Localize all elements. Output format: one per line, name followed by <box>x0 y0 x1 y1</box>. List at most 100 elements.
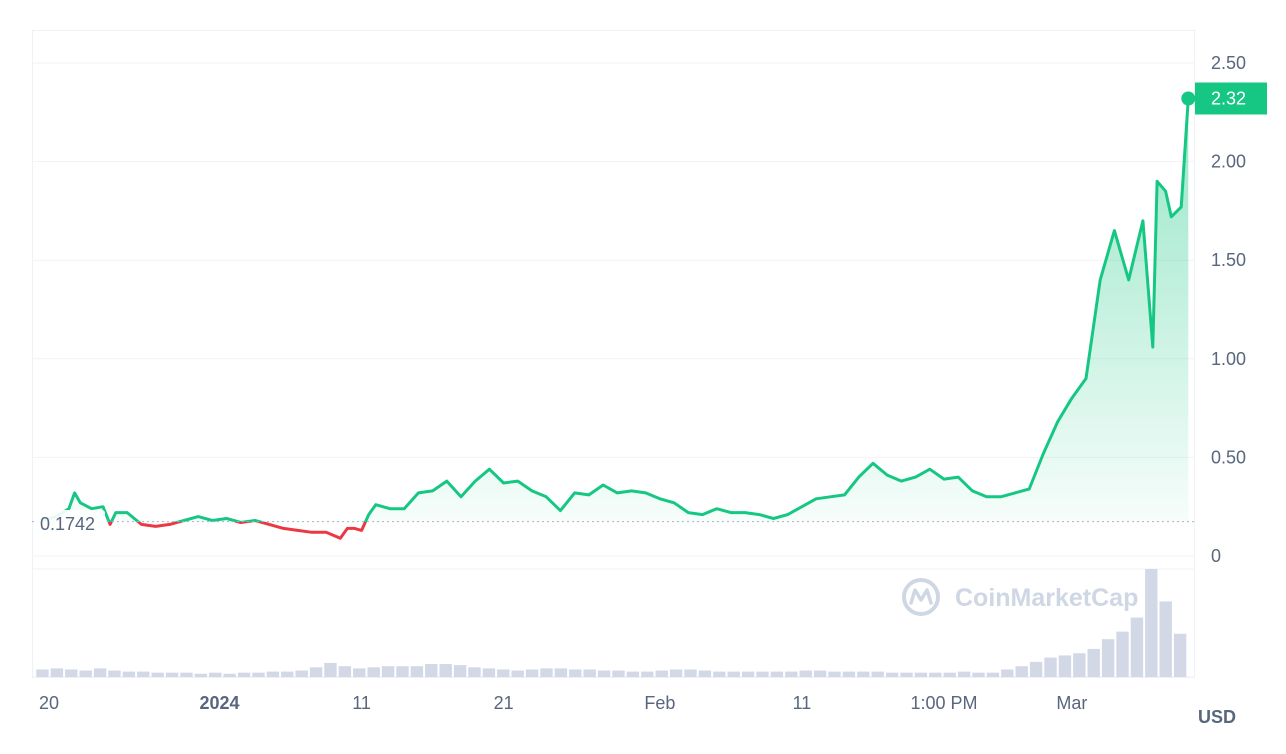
volume-bar <box>1044 657 1057 677</box>
volume-bar <box>957 671 971 677</box>
volume-bar <box>425 664 438 677</box>
x-axis: 20 2024 11 21 Feb 11 1:00 PM Mar <box>39 693 1087 713</box>
volume-bar <box>943 672 956 677</box>
volume-bar <box>237 672 251 677</box>
y-tick-label: 1.50 <box>1211 250 1246 270</box>
watermark: CoinMarketCap <box>902 578 1138 616</box>
price-line-up <box>41 98 1190 522</box>
volume-bar <box>511 670 524 677</box>
watermark-text: CoinMarketCap <box>955 584 1138 612</box>
last-price-value: 2.32 <box>1211 88 1246 108</box>
volume-bar <box>266 671 280 677</box>
volume-bar <box>165 672 179 677</box>
volume-bar <box>1058 655 1072 677</box>
y-axis: 0 0.50 1.00 1.50 2.00 2.50 <box>1211 53 1246 566</box>
volume-bar <box>1015 666 1028 677</box>
volume-bar <box>626 671 640 677</box>
volume-bar <box>540 668 553 677</box>
open-price-label: 0.1742 <box>37 510 105 536</box>
x-tick-label: 20 <box>39 693 59 713</box>
volume-bar <box>986 672 1000 677</box>
volume-bar <box>1116 631 1129 677</box>
volume-bar <box>108 670 121 677</box>
volume-bar <box>36 669 49 677</box>
volume-bar <box>453 665 467 677</box>
volume-bar <box>554 668 568 677</box>
volume-bar <box>367 667 380 677</box>
volume-bar <box>309 667 323 677</box>
volume-bar <box>756 671 769 677</box>
volume-bar <box>799 670 812 677</box>
y-tick-label: 2.00 <box>1211 152 1246 172</box>
volume-bar <box>468 667 481 677</box>
volume-bar <box>655 670 668 677</box>
volume-bar <box>871 671 884 677</box>
volume-bar <box>1029 661 1043 677</box>
volume-bar <box>79 670 92 677</box>
gridlines <box>32 62 1194 678</box>
volume-bar <box>439 664 452 677</box>
volume-bar <box>252 672 265 677</box>
volume-bar <box>1087 648 1100 677</box>
volume-bar <box>698 670 712 677</box>
volume-bar <box>885 672 899 677</box>
volume-bar <box>353 668 366 677</box>
y-tick-label: 2.50 <box>1211 53 1246 73</box>
last-price-dot <box>1181 91 1196 106</box>
volume-bar <box>180 672 193 677</box>
volume-bar <box>410 666 424 677</box>
x-tick-label: 2024 <box>199 693 239 713</box>
x-tick-label: 21 <box>494 693 514 713</box>
open-price-value: 0.1742 <box>40 514 95 534</box>
volume-bar <box>497 669 510 677</box>
volume-bar <box>525 669 539 677</box>
volume-bar <box>842 671 856 677</box>
y-tick-label: 1.00 <box>1211 349 1246 369</box>
volume-bar <box>597 670 611 677</box>
volume-bar <box>857 671 870 677</box>
volume-bar <box>223 673 236 677</box>
volume-bar <box>785 671 798 677</box>
volume-bar <box>151 672 164 677</box>
volume-bar <box>338 666 352 677</box>
volume-bar <box>1001 669 1014 677</box>
volume-bar <box>583 669 596 677</box>
volume-bar <box>929 672 942 677</box>
volume-bar <box>295 670 308 677</box>
volume-bars <box>36 569 1187 677</box>
x-tick-label: 1:00 PM <box>910 693 977 713</box>
y-tick-label: 0 <box>1211 546 1221 566</box>
x-tick-label: Mar <box>1056 693 1087 713</box>
x-tick-label: 11 <box>793 693 812 713</box>
volume-bar <box>1101 639 1115 677</box>
volume-bar <box>324 662 337 677</box>
volume-bar <box>713 671 726 677</box>
volume-bar <box>281 671 294 677</box>
volume-bar <box>770 671 784 677</box>
currency-label: USD <box>1198 707 1236 727</box>
volume-bar <box>727 671 740 677</box>
volume-bar <box>684 669 697 677</box>
y-tick-label: 0.50 <box>1211 447 1246 467</box>
volume-bar <box>137 671 150 677</box>
volume-bar <box>50 668 64 677</box>
price-area-fill <box>41 98 1189 522</box>
volume-bar <box>669 669 683 677</box>
volume-bar <box>972 672 985 677</box>
volume-bar <box>1159 601 1172 677</box>
volume-bar <box>1145 569 1158 677</box>
volume-bar <box>381 666 395 677</box>
volume-bar <box>482 668 496 677</box>
last-price-tag: 2.32 <box>1195 82 1267 115</box>
volume-bar <box>741 671 755 677</box>
volume-bar <box>65 669 78 677</box>
volume-bar <box>813 670 827 677</box>
price-line-down <box>107 522 368 540</box>
volume-bar <box>122 671 136 677</box>
x-tick-label: Feb <box>644 693 675 713</box>
coinmarketcap-logo-icon <box>902 578 940 616</box>
volume-bar <box>900 672 913 677</box>
volume-bar <box>194 673 208 677</box>
